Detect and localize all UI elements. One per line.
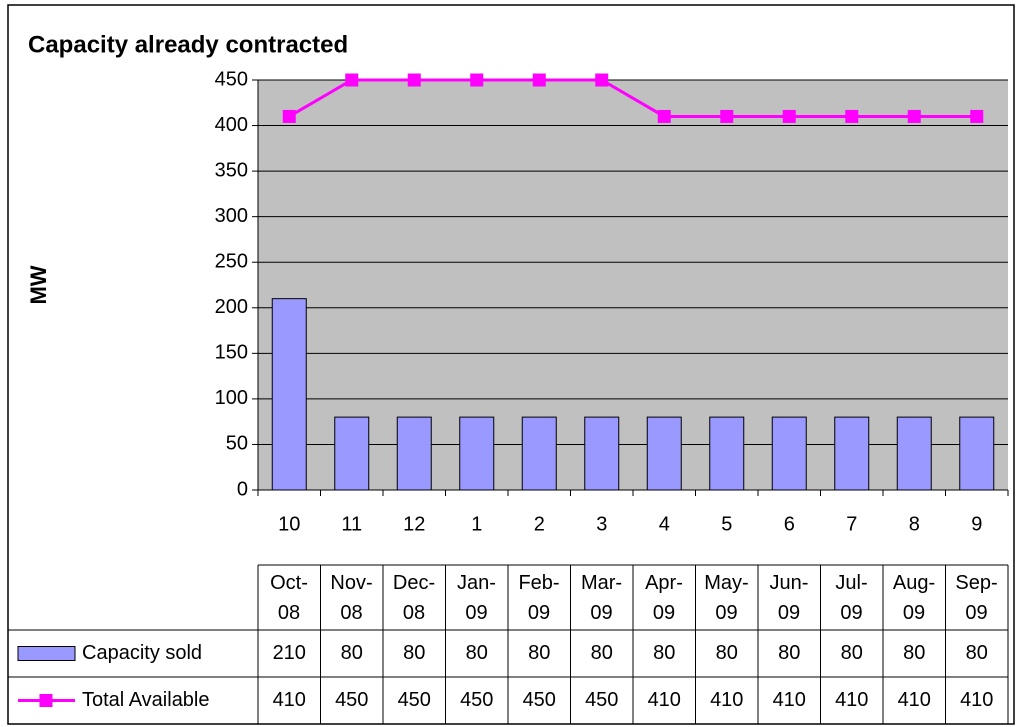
x-tick-label: 2 [534, 513, 545, 535]
table-header-cell: Feb- 09 [518, 572, 560, 624]
table-cell: 80 [341, 642, 363, 664]
table-cell: 80 [466, 642, 488, 664]
x-tick-label: 6 [784, 513, 795, 535]
x-tick-label: 3 [596, 513, 607, 535]
bar [271, 298, 307, 491]
x-tick-label: 1 [471, 513, 482, 535]
y-tick-label: 150 [215, 342, 248, 364]
bar [709, 416, 745, 491]
line-marker [720, 109, 734, 123]
bar [459, 416, 495, 491]
table-cell: 210 [273, 642, 306, 664]
table-cell: 410 [960, 689, 993, 711]
line-marker [39, 694, 53, 707]
table-cell: 80 [653, 642, 675, 664]
table-header-cell: May- 09 [704, 572, 749, 624]
table-cell: 410 [835, 689, 868, 711]
bar [834, 416, 870, 491]
table-header-cell: Nov- 08 [330, 572, 373, 624]
table-cell: 410 [773, 689, 806, 711]
bar [584, 416, 620, 491]
table-cell: 450 [398, 689, 431, 711]
bar [771, 416, 807, 491]
bar [896, 416, 932, 491]
bar [646, 416, 682, 491]
table-cell: 410 [710, 689, 743, 711]
legend-label: Capacity sold [82, 642, 202, 664]
y-axis-label: MW [26, 265, 51, 304]
table-header-cell: Aug- 09 [892, 572, 936, 624]
table-header-cell: Sep- 09 [955, 572, 998, 624]
table-header-cell: Oct- 08 [270, 572, 308, 624]
table-cell: 410 [898, 689, 931, 711]
x-tick-label: 10 [278, 513, 300, 535]
line-marker [470, 73, 484, 87]
bar [396, 416, 432, 491]
bar [521, 416, 557, 491]
x-tick-label: 4 [659, 513, 670, 535]
y-tick-label: 350 [215, 159, 248, 181]
bar [959, 416, 995, 491]
line-marker [970, 109, 984, 123]
line-marker [407, 73, 421, 87]
line-marker [907, 109, 921, 123]
y-tick-label: 200 [215, 296, 248, 318]
y-tick-label: 0 [237, 478, 248, 500]
x-tick-label: 7 [846, 513, 857, 535]
line-marker [532, 73, 546, 87]
y-tick-label: 450 [215, 68, 248, 90]
line-marker [657, 109, 671, 123]
table-cell: 80 [966, 642, 988, 664]
y-tick-label: 300 [215, 205, 248, 227]
x-tick-label: 9 [971, 513, 982, 535]
table-header-cell: Dec- 08 [392, 572, 436, 624]
plot-area [258, 80, 1008, 490]
table-header-cell: Mar- 09 [580, 572, 623, 624]
line-marker [782, 109, 796, 123]
table-cell: 80 [403, 642, 425, 664]
table-cell: 80 [778, 642, 800, 664]
bar [334, 416, 370, 491]
table-header-cell: Apr- 09 [645, 572, 683, 624]
line-marker [595, 73, 609, 87]
table-cell: 80 [903, 642, 925, 664]
line [288, 78, 977, 118]
line-marker [282, 109, 296, 123]
table-header-cell: Jan- 09 [457, 572, 496, 624]
chart-title: Capacity already contracted [28, 31, 348, 58]
line-marker [345, 73, 359, 87]
table-cell: 80 [841, 642, 863, 664]
table-cell: 80 [591, 642, 613, 664]
table-header-cell: Jun- 09 [769, 572, 809, 624]
table-header-cell: Jul- 09 [835, 572, 868, 624]
table-cell: 450 [523, 689, 556, 711]
table-cell: 450 [335, 689, 368, 711]
x-tick-label: 11 [341, 513, 362, 535]
y-tick-label: 400 [215, 114, 248, 136]
table-cell: 450 [460, 689, 493, 711]
y-tick-label: 250 [215, 251, 248, 273]
y-tick-label: 50 [226, 433, 248, 455]
legend-label: Total Available [82, 689, 210, 711]
table-cell: 410 [273, 689, 306, 711]
table-cell: 450 [585, 689, 618, 711]
table-cell: 80 [528, 642, 550, 664]
line-marker [845, 109, 859, 123]
table-cell: 80 [716, 642, 738, 664]
y-tick-label: 100 [215, 387, 248, 409]
x-tick-label: 8 [909, 513, 920, 535]
table-cell: 410 [648, 689, 681, 711]
legend-key [17, 646, 76, 661]
x-tick-label: 5 [721, 513, 732, 535]
x-tick-label: 12 [403, 513, 425, 535]
